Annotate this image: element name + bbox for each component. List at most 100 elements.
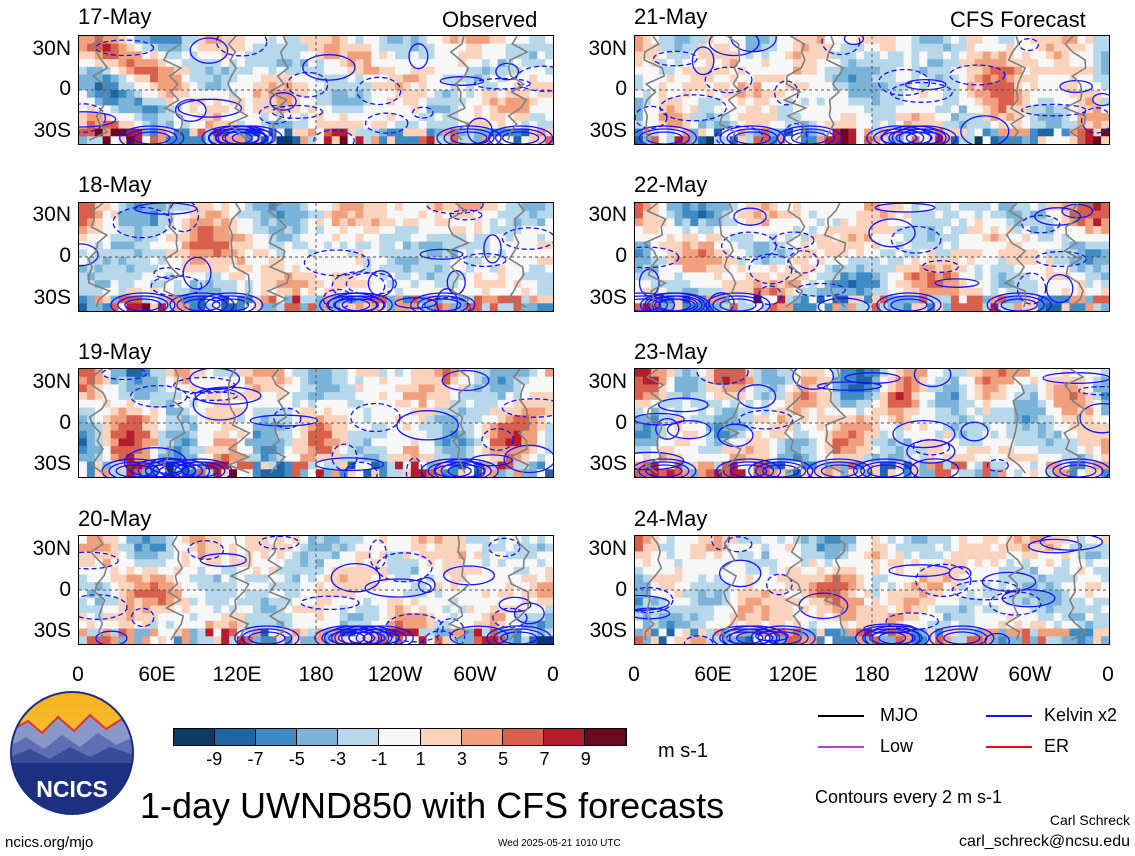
heatmap-cell (213, 536, 222, 545)
heatmap-cell (142, 628, 151, 637)
heatmap-cell (323, 453, 333, 463)
heatmap-cell (714, 90, 723, 99)
heatmap-cell (213, 605, 222, 614)
heatmap-cell (958, 51, 968, 60)
heatmap-cell (134, 559, 143, 568)
heatmap-cell (181, 559, 191, 568)
heatmap-cell (793, 136, 802, 144)
heatmap-cell (347, 287, 357, 297)
heatmap-cell (221, 226, 230, 235)
heatmap-cell (276, 453, 285, 463)
kelvin-contour (248, 631, 286, 644)
heatmap-cell (529, 257, 538, 266)
heatmap-cell (371, 74, 380, 83)
heatmap-cell (252, 566, 262, 576)
heatmap-cell (268, 597, 278, 607)
heatmap-cell (181, 128, 191, 137)
heatmap-cell (134, 392, 143, 401)
heatmap-cell (864, 97, 873, 107)
heatmap-cell (753, 113, 762, 122)
heatmap-cell (339, 74, 349, 83)
heatmap-cell (221, 582, 230, 591)
heatmap-cell (395, 59, 404, 68)
heatmap-cell (197, 566, 206, 576)
heatmap-cell (244, 392, 254, 401)
heatmap-cell (769, 51, 778, 60)
kelvin-contour (314, 625, 380, 644)
heatmap-cell (355, 461, 364, 470)
heatmap-cell (1030, 226, 1039, 235)
heatmap-cell (497, 582, 507, 591)
heatmap-cell (529, 210, 538, 220)
heatmap-cell (426, 264, 436, 274)
heatmap-cell (379, 446, 388, 455)
heatmap-cell (118, 66, 127, 76)
heatmap-cell (505, 136, 515, 144)
heatmap-cell (816, 105, 826, 114)
heatmap-cell (134, 264, 143, 274)
heatmap-cell (181, 423, 191, 432)
heatmap-cell (402, 97, 412, 107)
heatmap-cell (418, 392, 428, 401)
heatmap-cell (832, 82, 841, 91)
heatmap-cell (481, 59, 491, 68)
heatmap-cell (706, 226, 715, 235)
heatmap-cell (635, 241, 644, 250)
kelvin-contour (433, 458, 499, 477)
heatmap-cell (895, 105, 905, 114)
heatmap-cell (355, 582, 364, 591)
heatmap-cell (126, 233, 135, 243)
heatmap-cell (887, 43, 897, 53)
heatmap-cell (1037, 74, 1047, 83)
heatmap-cell (529, 566, 538, 576)
heatmap-cell (458, 257, 467, 266)
heatmap-cell (935, 210, 944, 220)
heatmap-cell (363, 210, 372, 220)
heatmap-cell (284, 399, 293, 409)
heatmap-cell (650, 241, 660, 250)
heatmap-cell (252, 636, 262, 644)
heatmap-cell (497, 605, 507, 614)
heatmap-cell (347, 97, 357, 107)
heatmap-cell (181, 469, 191, 477)
heatmap-cell (785, 249, 794, 258)
heatmap-cell (529, 407, 538, 416)
heatmap-cell (347, 613, 357, 622)
heatmap-cell (276, 613, 285, 622)
heatmap-cell (134, 59, 143, 68)
heatmap-cell (126, 551, 135, 560)
heatmap-cell (323, 369, 333, 378)
heatmap-cell (339, 536, 349, 545)
kelvin-contour (405, 457, 424, 477)
heatmap-cell (102, 384, 112, 393)
heatmap-cell (165, 287, 175, 297)
heatmap-cell (674, 128, 683, 137)
heatmap-cell (998, 226, 1007, 235)
heatmap-cell (887, 82, 897, 91)
heatmap-cell (682, 264, 691, 274)
heatmap-cell (252, 287, 262, 297)
heatmap-cell (94, 566, 104, 576)
heatmap-cell (505, 543, 515, 553)
heatmap-cell (142, 249, 151, 258)
heatmap-cell (990, 241, 999, 250)
heatmap-cell (339, 438, 349, 447)
heatmap-cell (458, 407, 467, 416)
heatmap-cell (402, 469, 412, 477)
heatmap-cell (1077, 105, 1086, 114)
heatmap-cell (237, 74, 246, 83)
heatmap-cell (165, 280, 175, 289)
heatmap-cell (450, 574, 459, 583)
heatmap-cell (497, 59, 507, 68)
heatmap-cell (545, 97, 553, 107)
heatmap-cell (1037, 105, 1047, 114)
heatmap-cell (331, 264, 341, 274)
heatmap-cell (832, 97, 841, 107)
heatmap-cell (642, 120, 652, 130)
heatmap-cell (903, 97, 913, 107)
heatmap-cell (474, 249, 483, 258)
heatmap-cell (513, 226, 522, 235)
heatmap-cell (690, 257, 699, 266)
heatmap-cell (150, 559, 159, 568)
heatmap-cell (165, 620, 175, 630)
